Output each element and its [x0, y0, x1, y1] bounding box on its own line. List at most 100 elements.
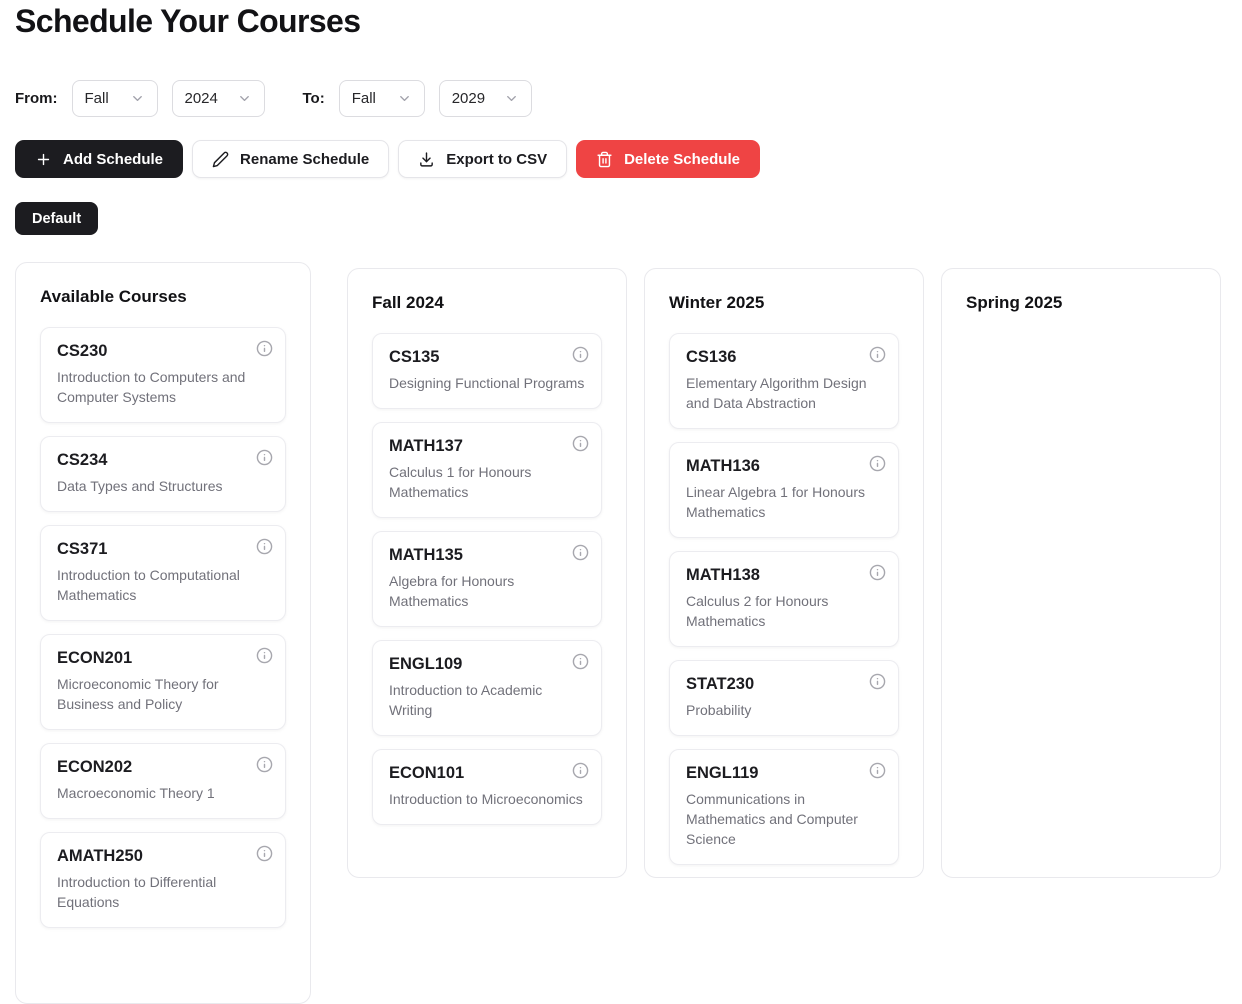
- info-icon[interactable]: [869, 346, 886, 363]
- to-year-value: 2029: [451, 90, 486, 107]
- course-code: AMATH250: [57, 847, 143, 865]
- delete-schedule-label: Delete Schedule: [624, 150, 740, 168]
- course-description: Linear Algebra 1 for Honours Mathematics: [686, 484, 865, 520]
- course-code: CS230: [57, 342, 108, 360]
- course-code: MATH135: [389, 546, 463, 564]
- course-code: ECON201: [57, 649, 133, 667]
- from-season-value: Fall: [84, 90, 109, 107]
- course-code: CS371: [57, 540, 108, 558]
- chevron-down-icon: [132, 96, 142, 101]
- delete-schedule-button[interactable]: Delete Schedule: [576, 140, 760, 178]
- term-title: Winter 2025: [669, 293, 765, 312]
- course-description: Algebra for Honours Mathematics: [389, 573, 515, 609]
- course-card[interactable]: MATH135 Algebra for Honours Mathematics: [372, 531, 602, 627]
- chevron-down-icon: [506, 96, 516, 101]
- course-code: STAT230: [686, 675, 755, 693]
- available-courses-title: Available Courses: [40, 287, 187, 306]
- course-card[interactable]: STAT230 Probability: [669, 660, 899, 736]
- course-card[interactable]: ECON201 Microeconomic Theory for Busines…: [40, 634, 286, 730]
- course-card[interactable]: MATH136 Linear Algebra 1 for Honours Mat…: [669, 442, 899, 538]
- from-year-select[interactable]: 2024: [171, 80, 265, 117]
- info-icon[interactable]: [572, 435, 589, 452]
- course-code: ECON101: [389, 764, 465, 782]
- course-card[interactable]: CS371 Introduction to Computational Math…: [40, 525, 286, 621]
- info-icon[interactable]: [869, 455, 886, 472]
- course-card[interactable]: ECON101 Introduction to Microeconomics: [372, 749, 602, 825]
- course-code: CS136: [686, 348, 737, 366]
- term-course-list: CS135 Designing Functional Programs MATH…: [372, 333, 602, 825]
- rename-schedule-button[interactable]: Rename Schedule: [192, 140, 390, 178]
- course-card[interactable]: CS136 Elementary Algorithm Design and Da…: [669, 333, 899, 429]
- info-icon[interactable]: [869, 762, 886, 779]
- schedule-toolbar: Add Schedule Rename Schedule Export to C…: [15, 140, 1242, 178]
- to-label: To:: [302, 90, 325, 107]
- add-schedule-button[interactable]: Add Schedule: [15, 140, 184, 178]
- pencil-icon: [212, 151, 229, 167]
- course-description: Introduction to Microeconomics: [389, 791, 583, 807]
- rename-schedule-label: Rename Schedule: [240, 150, 370, 168]
- trash-icon: [597, 151, 612, 167]
- term-title: Fall 2024: [372, 293, 444, 312]
- course-card[interactable]: MATH138 Calculus 2 for Honours Mathemati…: [669, 551, 899, 647]
- course-code: ECON202: [57, 758, 133, 776]
- info-icon[interactable]: [869, 673, 886, 690]
- course-description: Probability: [686, 702, 752, 718]
- course-code: MATH136: [686, 457, 760, 475]
- course-card[interactable]: ECON202 Macroeconomic Theory 1: [40, 743, 286, 819]
- info-icon[interactable]: [572, 762, 589, 779]
- page-title: Schedule Your Courses: [15, 3, 361, 39]
- course-description: Elementary Algorithm Design and Data Abs…: [686, 375, 867, 411]
- schedule-tabs: Default: [15, 202, 1242, 235]
- info-icon[interactable]: [256, 449, 273, 466]
- course-description: Introduction to Differential Equations: [57, 874, 217, 910]
- course-card[interactable]: MATH137 Calculus 1 for Honours Mathemati…: [372, 422, 602, 518]
- term-range-controls: From: Fall 2024 To: Fall 2029: [15, 80, 1242, 117]
- info-icon[interactable]: [256, 845, 273, 862]
- course-card[interactable]: CS135 Designing Functional Programs: [372, 333, 602, 409]
- course-code: MATH137: [389, 437, 463, 455]
- tab-default[interactable]: Default: [15, 202, 99, 235]
- course-description: Introduction to Computational Mathematic…: [57, 567, 240, 603]
- to-season-value: Fall: [351, 90, 376, 107]
- add-schedule-label: Add Schedule: [63, 150, 164, 168]
- course-code: CS135: [389, 348, 440, 366]
- download-icon: [420, 151, 434, 167]
- course-boards: Available Courses CS230 Introduction to …: [15, 262, 1242, 1004]
- course-description: Calculus 2 for Honours Mathematics: [686, 593, 829, 629]
- course-description: Communications in Mathematics and Comput…: [686, 791, 858, 847]
- course-description: Microeconomic Theory for Business and Po…: [57, 676, 219, 712]
- course-code: ENGL109: [389, 655, 463, 673]
- info-icon[interactable]: [256, 647, 273, 664]
- term-title: Spring 2025: [966, 293, 1063, 312]
- term-panel-spring-2025[interactable]: Spring 2025: [941, 268, 1221, 878]
- course-card[interactable]: ENGL119 Communications in Mathematics an…: [669, 749, 899, 865]
- course-card[interactable]: AMATH250 Introduction to Differential Eq…: [40, 832, 286, 928]
- to-year-select[interactable]: 2029: [438, 80, 532, 117]
- course-code: CS234: [57, 451, 108, 469]
- available-courses-panel: Available Courses CS230 Introduction to …: [15, 262, 311, 1004]
- info-icon[interactable]: [256, 538, 273, 555]
- from-season-select[interactable]: Fall: [71, 80, 158, 117]
- from-year-value: 2024: [184, 90, 218, 107]
- term-columns: Fall 2024 CS135 Designing Functional Pro…: [347, 268, 1221, 878]
- course-card[interactable]: CS234 Data Types and Structures: [40, 436, 286, 512]
- from-label: From:: [15, 90, 58, 107]
- course-card[interactable]: ENGL109 Introduction to Academic Writing: [372, 640, 602, 736]
- export-csv-button[interactable]: Export to CSV: [398, 140, 568, 178]
- info-icon[interactable]: [572, 346, 589, 363]
- plus-icon: [37, 153, 50, 165]
- term-course-list: CS136 Elementary Algorithm Design and Da…: [669, 333, 899, 865]
- term-panel-fall-2024[interactable]: Fall 2024 CS135 Designing Functional Pro…: [347, 268, 627, 878]
- course-card[interactable]: CS230 Introduction to Computers and Comp…: [40, 327, 286, 423]
- info-icon[interactable]: [256, 756, 273, 773]
- info-icon[interactable]: [572, 544, 589, 561]
- course-code: ENGL119: [686, 764, 759, 782]
- info-icon[interactable]: [256, 340, 273, 357]
- course-description: Calculus 1 for Honours Mathematics: [389, 464, 532, 500]
- info-icon[interactable]: [572, 653, 589, 670]
- chevron-down-icon: [399, 96, 409, 101]
- to-season-select[interactable]: Fall: [338, 80, 425, 117]
- term-panel-winter-2025[interactable]: Winter 2025 CS136 Elementary Algorithm D…: [644, 268, 924, 878]
- info-icon[interactable]: [869, 564, 886, 581]
- available-courses-list: CS230 Introduction to Computers and Comp…: [40, 327, 286, 928]
